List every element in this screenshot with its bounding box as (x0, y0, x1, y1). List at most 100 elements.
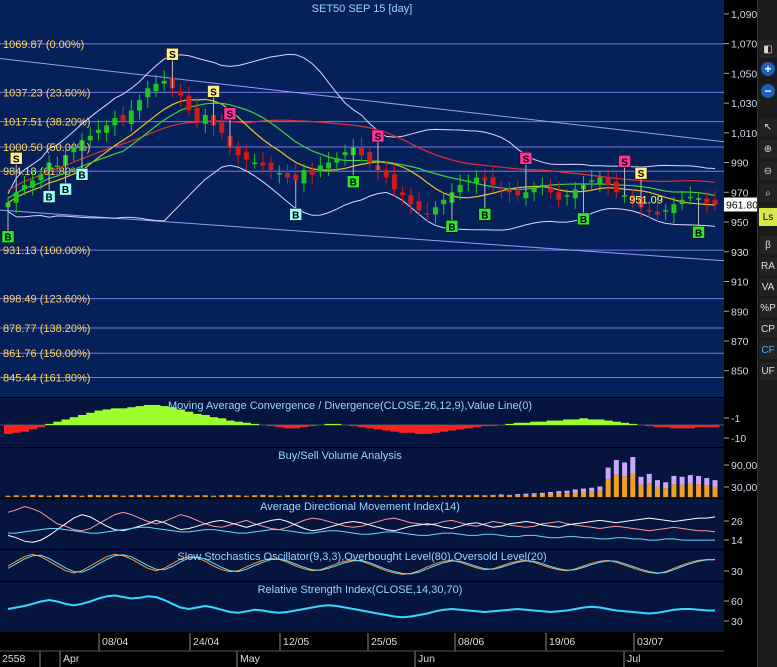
x-axis: 08/04 24/04 12/05 25/05 08/06 19/06 03/07 2558 A… (0, 633, 724, 667)
macd-bar (538, 421, 547, 425)
ra-label[interactable]: RA (759, 257, 777, 275)
beta-label[interactable]: β (759, 236, 777, 254)
volume-buy-bar (285, 495, 291, 496)
add-icon[interactable]: + (761, 62, 775, 76)
macd-bar (563, 419, 572, 425)
volume-buy-bar (704, 478, 710, 486)
month-label: May (240, 653, 261, 665)
candle-body (293, 174, 299, 181)
candle-body (663, 210, 669, 212)
subtract-icon[interactable]: − (761, 84, 775, 98)
macd-bar (94, 410, 103, 425)
volume-sell-bar (54, 495, 60, 497)
price-axis: 1,090 1,070 1,050 1,030 1,010 990 970 950 930 910… (724, 0, 758, 397)
volume-sell-bar (474, 495, 480, 497)
last-price-label: 961.80 (726, 200, 758, 212)
volume-sell-bar (309, 496, 315, 497)
volume-sell-bar (630, 473, 636, 497)
macd-bar (267, 425, 276, 427)
volume-sell-bar (30, 495, 36, 497)
macd-bar (127, 407, 136, 425)
price-tick-label: 1,030 (731, 98, 757, 110)
volume-buy-bar (589, 487, 595, 492)
sub-tick-label: 60 (731, 596, 743, 608)
channel-lower (0, 209, 725, 262)
candle-body (161, 80, 167, 84)
cf-label[interactable]: CF (759, 341, 777, 359)
month-label: Jul (627, 653, 640, 665)
pct-label[interactable]: %P (759, 299, 777, 317)
macd-bar (119, 408, 128, 425)
volume-sell-bar (243, 496, 249, 497)
search-icon[interactable]: ⌕ (759, 184, 777, 202)
candle-body (432, 207, 438, 215)
candle-body (482, 177, 488, 181)
volume-buy-bar (712, 480, 718, 487)
macd-bar (390, 425, 399, 432)
volume-sell-bar (383, 496, 389, 497)
macd-bar (587, 419, 597, 425)
price-tick-label: 1,010 (731, 128, 757, 140)
candle-body (309, 170, 315, 175)
volume-sell-bar (391, 495, 397, 497)
volume-sell-bar (589, 491, 595, 497)
ls-label[interactable]: Ls (759, 208, 777, 226)
price-tick-label: 1,090 (731, 9, 757, 21)
cursor-icon[interactable]: ↖ (759, 118, 777, 136)
volume-buy-bar (326, 494, 332, 496)
signal-box (692, 226, 705, 239)
macd-bar (151, 405, 161, 425)
sub-tick-label: 30,00 (731, 482, 757, 494)
uf-label[interactable]: UF (759, 362, 777, 380)
macd-bar (711, 425, 720, 428)
candle-body (235, 147, 241, 156)
macd-bar (299, 425, 309, 428)
volume-sell-bar (432, 496, 438, 497)
volume-buy-bar (137, 494, 143, 496)
fib-label: 1037.23 (23.60%) (3, 87, 90, 99)
volume-buy-bar (38, 495, 44, 496)
candle-body (21, 184, 27, 190)
candle-body (630, 195, 636, 200)
collapse-icon[interactable]: ◧ (759, 40, 777, 58)
volume-sell-bar (120, 496, 126, 497)
macd-bar (53, 421, 62, 425)
volume-sell-bar (564, 493, 570, 497)
cp-label[interactable]: CP (759, 320, 777, 338)
macd-bar (349, 425, 358, 427)
candle-body (556, 192, 562, 200)
volume-sell-bar (71, 495, 77, 497)
macd-bar (669, 425, 679, 429)
volume-sell-bar (285, 495, 291, 497)
volume-sell-bar (556, 493, 562, 497)
stoch-title: Slow Stochastics Oscillator(9,3,3),Overb… (177, 551, 546, 563)
volume-buy-bar (416, 494, 422, 496)
fib-label: 931.13 (100.00%) (3, 245, 90, 257)
volume-buy-bar (309, 495, 315, 497)
zoom-out-icon[interactable]: ⊖ (759, 162, 777, 180)
signal-label: B (350, 178, 357, 189)
volume-sell-bar (679, 484, 685, 497)
va-label[interactable]: VA (759, 278, 777, 296)
volume-buy-bar (260, 494, 266, 496)
date-label: 08/06 (458, 636, 484, 648)
volume-sell-bar (400, 495, 406, 497)
volume-sell-bar (531, 494, 537, 497)
volume-sell-bar (342, 496, 348, 497)
candle-body (391, 174, 397, 190)
zoom-in-icon[interactable]: ⊕ (759, 140, 777, 158)
volume-sell-bar (375, 495, 381, 497)
indicator-line (7, 514, 716, 543)
volume-sell-bar (227, 495, 233, 497)
candle-body (260, 162, 266, 166)
indicator-line (7, 594, 715, 619)
channel-upper (0, 58, 725, 143)
macd-bar (250, 423, 260, 425)
volume-buy-bar (153, 495, 159, 497)
candle-body (317, 165, 323, 172)
macd-bar (431, 425, 440, 433)
candle-body (95, 129, 101, 133)
price-tick-label: 870 (731, 336, 749, 348)
